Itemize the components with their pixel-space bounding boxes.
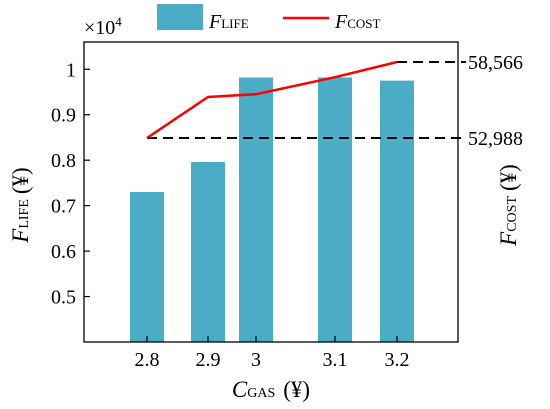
bars-layer — [130, 77, 414, 343]
legend-bar-swatch — [157, 4, 203, 30]
left-tick-label: 0.6 — [51, 241, 76, 263]
x-tick-label: 3 — [251, 349, 261, 371]
legend-bar-label: FLIFE — [208, 11, 249, 33]
bar-3 — [239, 77, 273, 343]
reference-lines-layer — [147, 61, 466, 139]
left-tick-label: 0.8 — [51, 150, 76, 172]
right-tick-label: 58,566 — [468, 52, 523, 74]
left-tick-label: 0.5 — [51, 287, 76, 309]
left-axis-title: FLIFE(¥) — [8, 167, 33, 243]
right-axis-ticks: 52,988 58,566 — [468, 52, 523, 150]
right-axis-title: FCOST(¥) — [496, 164, 521, 247]
left-axis-ticks: 0.5 0.6 0.7 0.8 0.9 1 — [51, 59, 90, 309]
x-axis-title: CGAS (¥) — [232, 377, 310, 402]
cost-line-layer — [146, 60, 398, 140]
bar-3.1 — [318, 77, 352, 343]
x-tick-label: 3.1 — [323, 349, 348, 371]
bar-2.9 — [191, 162, 225, 342]
bar-2.8 — [130, 192, 164, 342]
right-tick-label: 52,988 — [468, 128, 523, 150]
left-axis-multiplier: ×104 — [84, 14, 122, 39]
x-axis-ticks: 2.8 2.9 3 3.1 3.2 — [135, 336, 410, 371]
x-tick-label: 2.8 — [135, 349, 160, 371]
plot-frame — [83, 41, 459, 343]
left-tick-label: 1 — [66, 59, 76, 81]
legend-line-label: FCOST — [334, 11, 381, 33]
legend: FLIFE FCOST — [157, 4, 381, 33]
bar-3.2 — [380, 80, 414, 343]
x-tick-label: 2.9 — [196, 349, 221, 371]
cost-line — [146, 60, 398, 140]
x-tick-label: 3.2 — [385, 349, 410, 371]
left-tick-label: 0.9 — [51, 105, 76, 127]
left-tick-label: 0.7 — [51, 196, 76, 218]
